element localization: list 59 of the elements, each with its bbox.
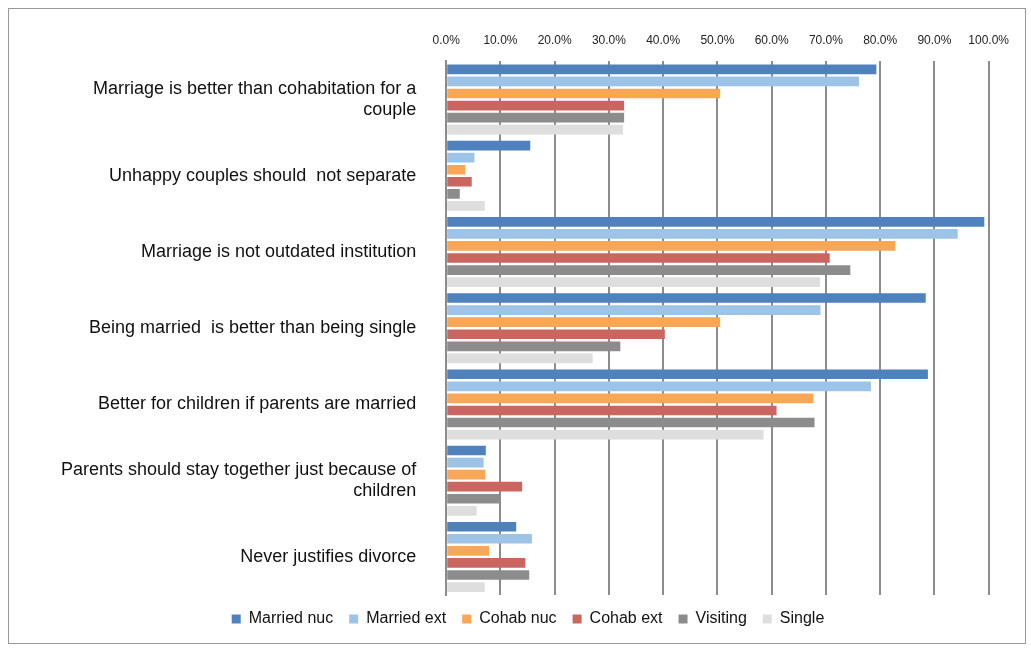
bar [447,293,926,303]
bar [447,305,821,315]
bar [447,369,928,380]
bar [447,558,526,568]
bar [447,481,523,492]
legend-label: Cohab nuc [479,609,557,627]
bar [447,100,625,111]
bar [447,546,490,556]
legend-label: Cohab ext [589,609,664,627]
legend-label: Visiting [695,609,747,627]
bar [447,506,477,516]
y-tick-label: Parents should stay together just because of children [61,458,418,501]
legend-label: Married nuc [248,609,334,627]
x-tick-label: 30.0% [591,32,627,47]
bar [447,140,531,151]
x-tick-label: 20.0% [537,32,573,47]
x-tick-label: 40.0% [646,32,681,47]
bar [447,329,665,340]
bar [447,393,814,404]
x-tick-label: 10.0% [483,32,518,47]
bar [447,164,466,175]
bar [447,317,721,327]
bar [447,216,985,227]
x-tick-label: 90.0% [917,32,952,47]
bar [447,229,958,239]
bar [447,469,486,480]
bar [447,176,472,187]
bar [447,521,517,532]
x-tick-label: 60.0% [754,32,790,47]
bar [447,353,593,364]
x-tick-label: 100.0% [968,32,1010,47]
x-tick-label: 70.0% [808,32,844,47]
bar [447,582,485,592]
y-tick-label: Being married is better than being single [89,317,417,338]
bar [447,445,486,456]
bar [447,405,777,416]
bar [447,429,764,440]
bar [447,277,820,287]
bar [447,88,721,99]
bar [447,253,830,263]
y-tick-label: Marriage is not outdated institution [141,240,417,261]
bar [447,241,896,251]
bar [447,152,475,163]
y-tick-label: Unhappy couples should not separate [109,164,417,185]
y-tick-label: Never justifies divorce [240,545,417,566]
x-tick-label: 50.0% [700,32,735,47]
bar [447,201,485,211]
x-tick-label: 80.0% [863,32,898,47]
y-tick-label: Marriage is better than cohabitation for a couple [93,77,418,120]
bar [447,64,877,75]
bar [447,124,624,135]
bar [447,533,532,544]
bar [447,381,871,392]
x-tick-label: 0.0% [432,32,461,47]
bar [447,76,860,87]
legend-label: Married ext [366,609,447,627]
y-tick-label: Better for children if parents are married [98,393,417,414]
legend-label: Single [779,609,825,627]
bar [447,457,484,468]
